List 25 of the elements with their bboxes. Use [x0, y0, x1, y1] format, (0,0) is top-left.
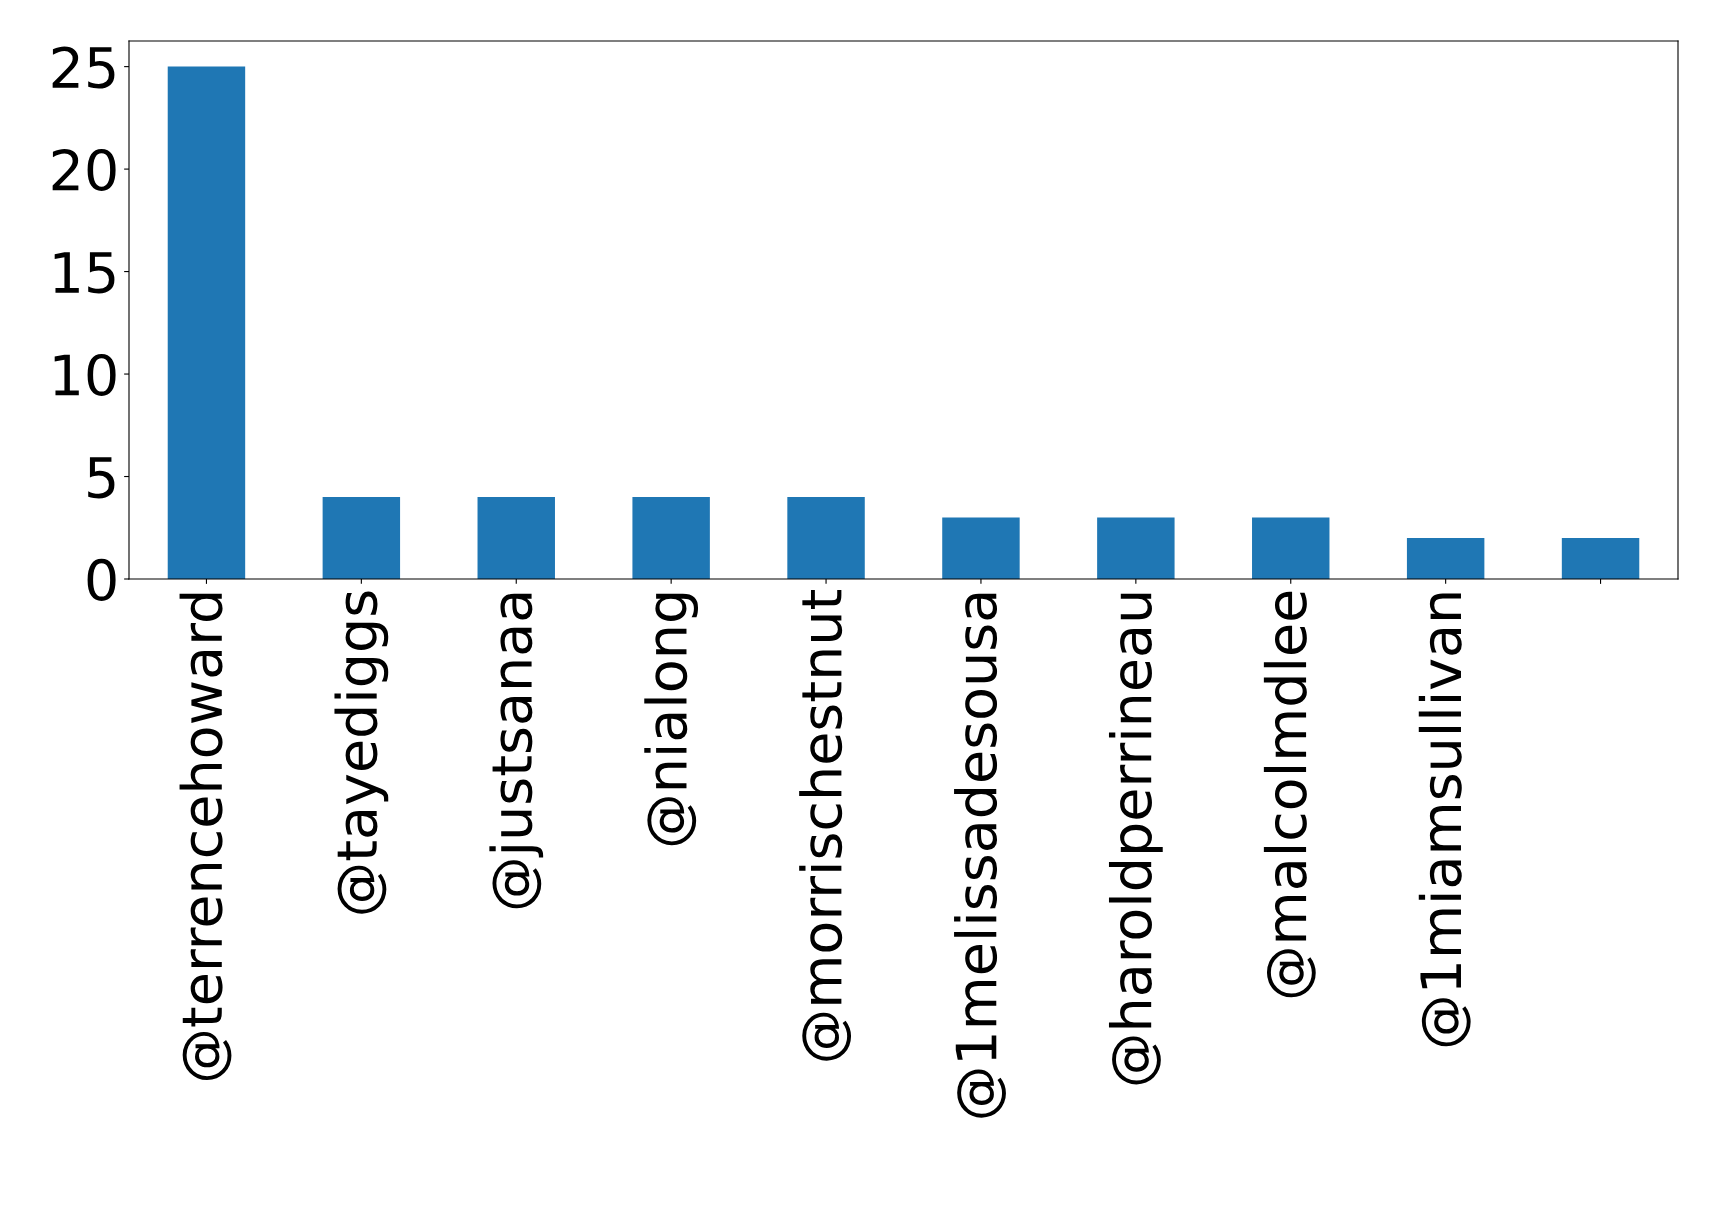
y-tick-label: 0 [87, 558, 116, 601]
bar [1097, 517, 1175, 579]
bar [1561, 538, 1640, 579]
y-tick-label: 5 [88, 457, 115, 499]
bar [167, 66, 246, 579]
x-tick-label: @tayediggs [334, 591, 389, 914]
bar [1406, 538, 1485, 579]
y-tick-label: 15 [54, 252, 115, 294]
y-tick-label: 20 [52, 148, 116, 191]
x-tick-label: @1melissadesousa [954, 593, 1006, 1118]
bar [477, 497, 555, 579]
x-tick-label: @haroldperrineau [1108, 593, 1163, 1085]
x-tick-label: @nialong [644, 593, 699, 846]
bar [632, 497, 710, 579]
bar [322, 497, 401, 579]
y-tick-label: 10 [54, 353, 116, 396]
x-tick-label: @terrencehoward [179, 593, 232, 1080]
bar [1252, 517, 1330, 579]
y-tick-label: 25 [52, 46, 115, 89]
bar [942, 517, 1020, 579]
bar [787, 497, 865, 579]
x-tick-label: @malcolmdlee [1263, 591, 1316, 998]
x-tick-label: @1miamsullivan [1418, 593, 1471, 1047]
x-tick-label: @justsanaa [489, 593, 544, 909]
x-tick-label: @morrischestnut [799, 590, 852, 1061]
